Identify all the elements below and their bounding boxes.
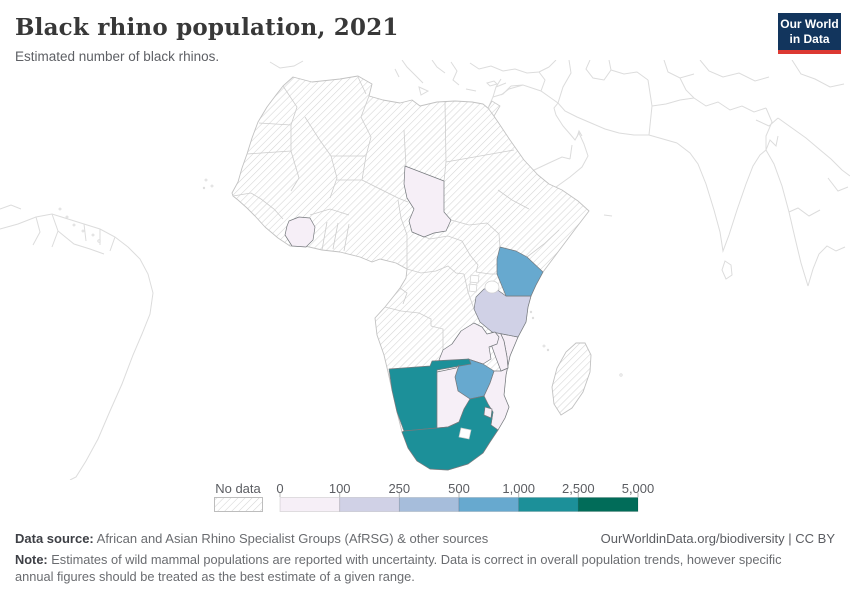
data-source-label: Data source: xyxy=(15,531,94,546)
lesotho-shape xyxy=(458,427,472,440)
note-label: Note: xyxy=(15,552,48,567)
map-legend: No data 0 100 250 500 1,000 2,500 5,000 xyxy=(214,479,654,515)
svg-text:5,000: 5,000 xyxy=(622,481,654,496)
svg-text:100: 100 xyxy=(329,481,351,496)
legend-bin-0[interactable] xyxy=(279,497,341,512)
legend-no-data-swatch[interactable] xyxy=(214,497,263,512)
svg-text:250: 250 xyxy=(388,481,410,496)
svg-text:2,500: 2,500 xyxy=(562,481,595,496)
small-states-and-lakes xyxy=(458,274,500,440)
caribbean-islands xyxy=(58,207,101,243)
legend-no-data-label: No data xyxy=(215,481,261,496)
legend-ticks xyxy=(279,493,639,497)
sinai-no-data xyxy=(487,100,501,117)
page-subtitle: Estimated number of black rhinos. xyxy=(15,49,220,64)
country-kenya[interactable] xyxy=(496,246,544,297)
lake-victoria xyxy=(484,280,500,294)
legend-bin-3[interactable] xyxy=(458,497,520,512)
data-source-text: African and Asian Rhino Specialist Group… xyxy=(93,531,489,546)
owid-logo-line2: in Data xyxy=(789,32,830,46)
owid-logo[interactable]: Our World in Data xyxy=(778,13,841,54)
legend-tick-labels: 0 100 250 500 1,000 2,500 5,000 xyxy=(276,481,654,496)
footer-note: Note: Estimates of wild mammal populatio… xyxy=(15,551,821,585)
indian-ocean-islands xyxy=(529,310,623,377)
country-south-africa[interactable] xyxy=(401,395,499,471)
country-eswatini[interactable] xyxy=(483,406,493,419)
country-chad[interactable] xyxy=(403,165,452,238)
owid-logo-line1: Our World xyxy=(780,17,839,31)
legend-bin-1[interactable] xyxy=(339,497,400,512)
country-zambia[interactable] xyxy=(438,322,500,366)
svg-text:500: 500 xyxy=(448,481,470,496)
country-namibia[interactable] xyxy=(388,358,472,432)
note-text: Estimates of wild mammal populations are… xyxy=(15,552,782,585)
eurasia-outline xyxy=(269,60,850,287)
data-source-line: Data source: African and Asian Rhino Spe… xyxy=(15,531,488,546)
legend-bin-5[interactable] xyxy=(577,497,639,512)
svg-text:1,000: 1,000 xyxy=(502,481,535,496)
country-cote-divoire[interactable] xyxy=(284,216,316,248)
cape-verde-islands xyxy=(202,178,214,190)
svg-text:0: 0 xyxy=(276,481,283,496)
south-america-outline xyxy=(0,204,154,480)
footer-source-row: Data source: African and Asian Rhino Spe… xyxy=(15,531,835,546)
africa-country-borders xyxy=(232,76,560,350)
legend-bin-2[interactable] xyxy=(398,497,460,512)
rights-link[interactable]: OurWorldinData.org/biodiversity | CC BY xyxy=(600,531,835,546)
burundi-shape xyxy=(468,283,478,293)
page-title: Black rhino population, 2021 xyxy=(15,14,399,41)
rwanda-shape xyxy=(469,274,480,284)
madagascar-no-data xyxy=(551,342,592,416)
world-map xyxy=(0,60,850,480)
legend-bin-4[interactable] xyxy=(518,497,579,512)
